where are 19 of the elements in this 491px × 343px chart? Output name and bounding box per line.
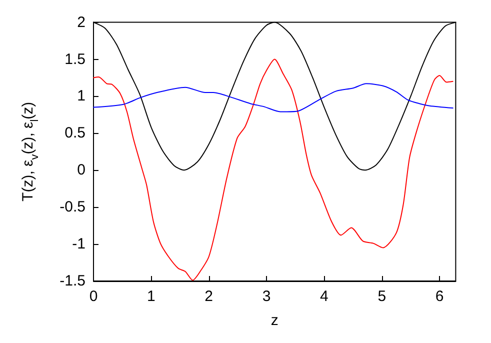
y-tick-label: 2 [77, 14, 86, 31]
x-tick-label: 2 [204, 288, 214, 305]
x-tick-label: 5 [378, 288, 386, 305]
line-series [93, 83, 454, 112]
y-tick-label: -0.5 [60, 198, 86, 216]
x-tick-label: 4 [320, 288, 328, 305]
y-tick-label: -1.5 [60, 272, 86, 290]
y-tick-label: -1 [72, 236, 86, 253]
y-tick-label: 1.5 [64, 50, 86, 68]
y-tick-label: 1 [77, 88, 86, 105]
y-tick-label: 0 [77, 162, 86, 179]
x-tick-label: 1 [147, 288, 156, 305]
line-series [93, 58, 454, 281]
y-axis-title: T(z), εv(z), εl(z) [20, 102, 41, 202]
y-tick-label: 0.5 [64, 124, 86, 142]
x-tick-label: 3 [262, 288, 271, 305]
x-tick-label: 6 [435, 288, 444, 305]
x-tick-label: 0 [89, 288, 98, 305]
x-axis-title: z [270, 312, 278, 329]
